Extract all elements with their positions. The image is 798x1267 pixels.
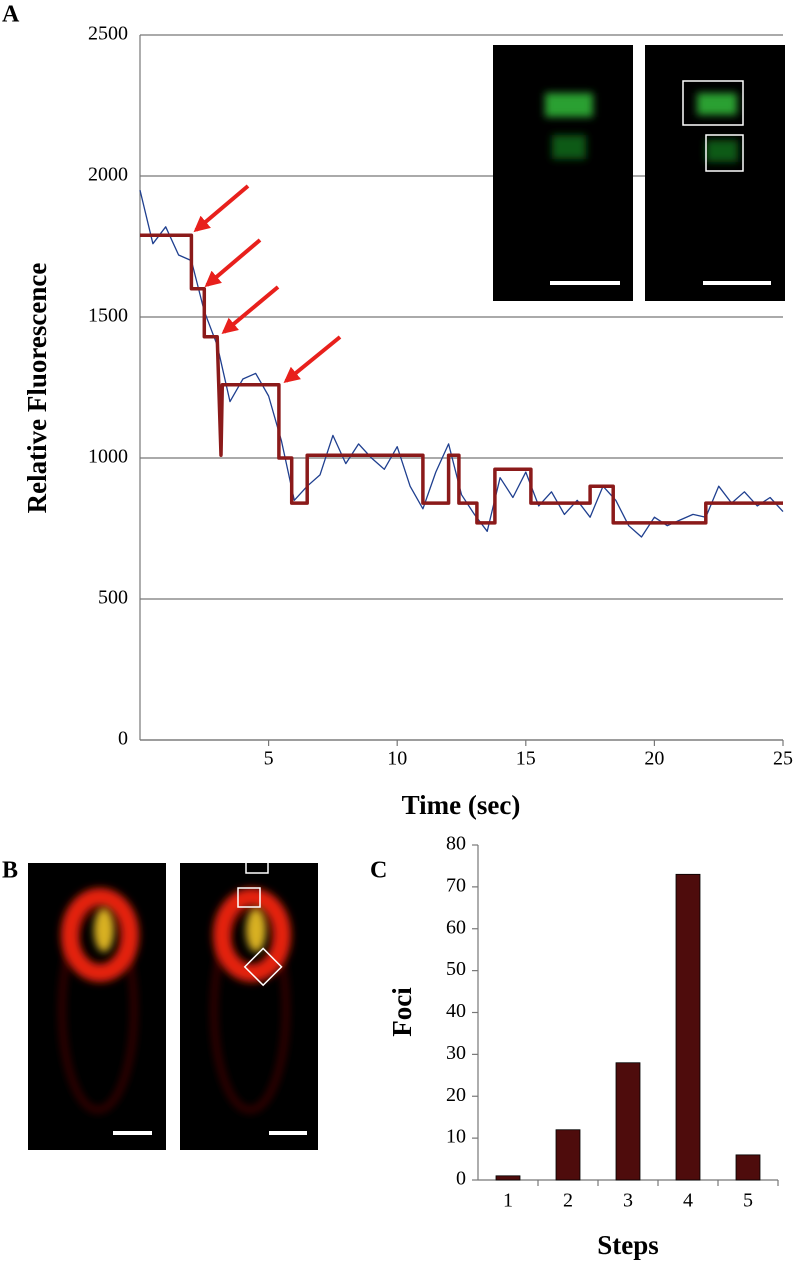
roi-box <box>245 853 269 874</box>
cell <box>211 907 289 1113</box>
y-tick-label: 2500 <box>88 23 128 45</box>
y-axis-label: Foci <box>387 987 417 1037</box>
arrow <box>221 285 280 335</box>
y-axis-label: Relative Fluorescence <box>22 263 52 514</box>
foci <box>246 908 266 952</box>
x-axis-label: Steps <box>597 1230 659 1260</box>
y-tick-label: 60 <box>446 916 466 938</box>
y-tick-label: 30 <box>446 1042 466 1064</box>
y-tick-label: 0 <box>456 1168 466 1190</box>
roi-box <box>705 134 744 172</box>
chart-c: 0 10 20 30 40 50 60 70 80 Steps Foci 1 2 3 4 5 <box>387 833 779 1260</box>
y-tick-label: 80 <box>446 833 466 855</box>
chart-a: 0 500 1000 1500 2000 2500 Time (sec) Relative F… <box>22 23 793 821</box>
y-tick-label: 2000 <box>88 164 128 186</box>
y-tick-label: 500 <box>98 587 128 609</box>
cell-signal <box>213 888 291 982</box>
x-axis-label: Time (sec) <box>402 790 521 820</box>
roi-box <box>237 887 261 908</box>
panel-label: B <box>2 858 18 884</box>
bar <box>675 873 701 1181</box>
arrow <box>204 238 262 288</box>
micrograph <box>645 45 785 301</box>
bar <box>495 1175 521 1181</box>
micrograph <box>493 45 633 301</box>
foci <box>94 908 114 952</box>
y-tick-label: 10 <box>446 1126 466 1148</box>
x-tick-label: 25 <box>773 748 793 770</box>
spot <box>706 140 738 162</box>
arrow <box>283 335 342 384</box>
arrows <box>193 184 342 384</box>
bar <box>615 1062 641 1181</box>
inset-images-a <box>493 45 785 301</box>
x-tick-label: 5 <box>743 1190 753 1212</box>
roi-box <box>243 947 283 987</box>
spot <box>552 135 586 159</box>
y-tick-label: 50 <box>446 958 466 980</box>
x-tick-label: 2 <box>563 1190 573 1212</box>
spot <box>697 93 737 115</box>
x-tick-label: 15 <box>516 748 536 770</box>
images-b <box>28 853 318 1150</box>
spot <box>545 93 593 117</box>
y-tick-label: 0 <box>118 728 128 750</box>
cell-signal <box>61 888 139 982</box>
bar <box>555 1129 581 1181</box>
cell <box>59 907 137 1113</box>
x-tick-label: 5 <box>264 748 274 770</box>
panel-label: C <box>370 858 387 884</box>
arrow <box>193 184 250 233</box>
x-tick-label: 4 <box>683 1190 693 1212</box>
trace <box>140 233 783 525</box>
y-tick-label: 20 <box>446 1084 466 1106</box>
y-tick-label: 70 <box>446 874 466 896</box>
x-tick-label: 1 <box>503 1190 513 1212</box>
x-tick-label: 10 <box>387 748 407 770</box>
panel-label: A <box>2 2 20 28</box>
y-tick-label: 40 <box>446 1000 466 1022</box>
roi-box <box>682 80 744 126</box>
y-tick-label: 1000 <box>88 446 128 468</box>
x-tick-label: 20 <box>644 748 664 770</box>
bar <box>735 1154 761 1181</box>
x-tick-label: 3 <box>623 1190 633 1212</box>
y-tick-label: 1500 <box>88 305 128 327</box>
